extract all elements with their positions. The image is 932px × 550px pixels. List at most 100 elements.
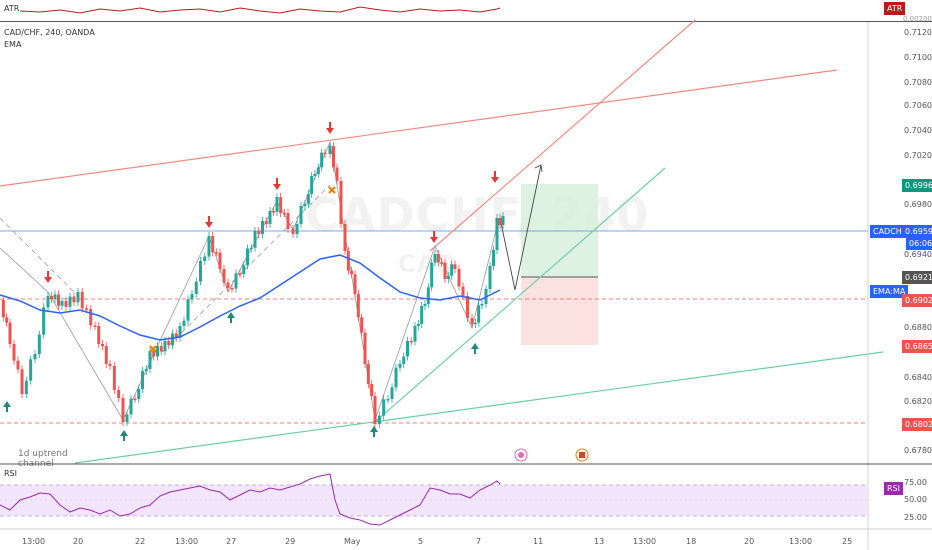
candle-body	[501, 216, 505, 225]
candle-body	[328, 146, 332, 154]
candle-body	[498, 218, 502, 225]
candle-body	[46, 296, 50, 308]
candle-body	[117, 390, 121, 398]
candle-body	[50, 296, 53, 300]
loss-zone[interactable]	[521, 277, 598, 345]
candle-body	[16, 360, 20, 370]
candle-body	[409, 341, 413, 343]
candle-body	[473, 322, 477, 325]
candle-body	[174, 333, 178, 338]
candle-body	[152, 351, 156, 357]
time-tick: 29	[285, 537, 295, 546]
candle-body	[121, 398, 125, 422]
ema-line	[0, 254, 501, 341]
candle-body	[420, 306, 424, 324]
ema-indicator-label[interactable]: EMA	[4, 40, 22, 49]
candle-body	[144, 369, 148, 371]
rsi-label: RSI	[4, 469, 17, 478]
candle-body	[20, 369, 24, 394]
candle-body	[306, 194, 310, 204]
time-tick: May	[344, 537, 361, 546]
candle-body	[190, 294, 194, 300]
candle-body	[279, 197, 283, 213]
candle-body	[72, 296, 76, 303]
candle-body	[194, 281, 198, 294]
projection-arrowhead	[534, 164, 543, 173]
time-tick: 13:00	[175, 537, 198, 546]
time-axis[interactable]: 13:00 20 22 13:00 27 29 May 5 7 11 13 13…	[0, 529, 868, 550]
pane-divider[interactable]	[0, 21, 932, 22]
channel-label-line1: 1d uptrend	[18, 449, 68, 459]
candle-body	[207, 236, 211, 257]
candle-body	[199, 261, 202, 282]
candle-body	[156, 346, 159, 357]
news-event-icon[interactable]	[514, 448, 528, 462]
candle-body	[377, 415, 381, 424]
candle-body	[320, 152, 324, 168]
candle-body	[253, 231, 257, 248]
candle-body	[268, 211, 272, 224]
candle-body	[211, 236, 215, 253]
candle-body	[64, 301, 68, 307]
inner-support-line[interactable]	[374, 167, 666, 423]
candle-body	[373, 396, 377, 424]
candle-body	[433, 254, 437, 263]
candle-body	[104, 346, 108, 364]
candle-body	[85, 308, 88, 310]
rsi-tick: 50.00	[904, 495, 927, 504]
candle-body	[234, 273, 238, 289]
upper-resistance-line[interactable]	[0, 69, 838, 187]
candle-body	[480, 304, 484, 306]
time-tick: 20	[744, 537, 754, 546]
atr-line	[19, 6, 501, 14]
candle-body	[249, 247, 253, 250]
candle-body	[436, 254, 440, 263]
candle-body	[398, 364, 402, 368]
steep-resistance-line[interactable]	[429, 19, 696, 252]
candle-body	[133, 398, 137, 401]
lower-channel-line[interactable]	[74, 351, 884, 464]
profit-zone[interactable]	[521, 184, 598, 277]
candle-body	[141, 371, 144, 389]
projection-path	[499, 164, 542, 291]
candle-body	[492, 250, 495, 266]
candle-body	[310, 176, 314, 194]
candle-body	[1, 300, 5, 318]
time-tick: 5	[418, 537, 423, 546]
symbol-name-tag: CADCHF	[870, 225, 910, 238]
candle-body	[440, 262, 444, 264]
candle-body	[457, 269, 461, 287]
rsi-tick: 25.00	[904, 513, 927, 522]
candle-body	[282, 213, 286, 215]
sell-arrow-icon	[44, 122, 499, 283]
candle-body	[275, 197, 279, 212]
candle-body	[446, 275, 450, 279]
candle-body	[386, 399, 390, 401]
dashed-path	[0, 217, 79, 297]
candle-body	[112, 366, 116, 390]
candle-body	[323, 152, 327, 155]
candle-body	[332, 146, 335, 168]
time-tick: 7	[476, 537, 481, 546]
candle-body	[390, 387, 394, 399]
candle-body	[370, 384, 374, 396]
time-tick: 13	[594, 537, 604, 546]
candle-body	[416, 324, 420, 326]
candle-body	[335, 167, 339, 181]
canada-flag-icon[interactable]	[575, 448, 589, 462]
candle-body	[230, 288, 234, 290]
candle-body	[316, 167, 320, 174]
candle-body	[42, 307, 46, 335]
candle-body	[360, 317, 364, 333]
candle-body	[242, 265, 246, 274]
